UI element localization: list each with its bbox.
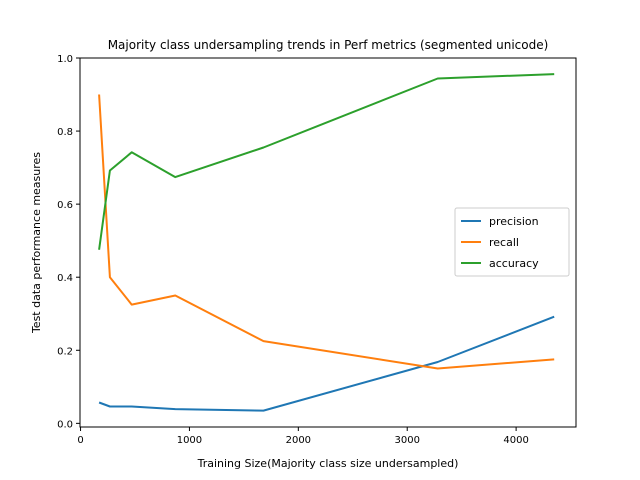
- y-tick-label: 0.2: [57, 346, 73, 357]
- legend-label-accuracy: accuracy: [489, 257, 539, 270]
- x-tick-label: 0: [77, 435, 83, 446]
- y-tick-label: 1.0: [57, 54, 73, 65]
- y-axis-label: Test data performance measures: [30, 152, 43, 334]
- y-tick-label: 0.0: [57, 419, 73, 430]
- legend-label-precision: precision: [489, 215, 539, 228]
- x-axis-label: Training Size(Majority class size unders…: [197, 457, 459, 470]
- y-tick-label: 0.8: [57, 127, 73, 138]
- x-tick-label: 1000: [177, 435, 202, 446]
- series-line-recall: [98, 94, 555, 370]
- y-axis: 0.0 0.2 0.4 0.6 0.8 1.0: [57, 54, 80, 430]
- plot-frame: [79, 57, 577, 428]
- x-tick-label: 2000: [286, 435, 311, 446]
- chart-title: Majority class undersampling trends in P…: [108, 38, 549, 52]
- x-tick-label: 3000: [394, 435, 419, 446]
- x-axis: 0 1000 2000 3000 4000: [77, 427, 529, 446]
- legend: precision recall accuracy: [454, 207, 570, 277]
- y-tick-label: 0.4: [57, 273, 73, 284]
- x-tick-label: 4000: [503, 435, 528, 446]
- series-line-precision: [98, 315, 555, 412]
- legend-box: [454, 207, 570, 277]
- series-line-accuracy: [98, 73, 555, 250]
- plot-area: [98, 73, 555, 412]
- legend-label-recall: recall: [489, 236, 519, 249]
- y-tick-label: 0.6: [57, 200, 73, 211]
